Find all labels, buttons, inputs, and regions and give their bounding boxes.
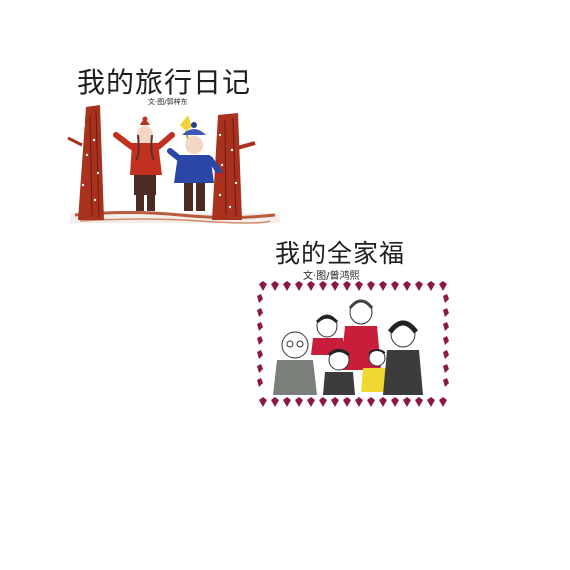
family-portrait-byline: 文·图/曾鸿熙 bbox=[303, 271, 360, 282]
travel-diary-title: 我的旅行日记 bbox=[77, 66, 252, 99]
travel-diary-byline: 文·图/郭梓东 bbox=[148, 98, 188, 106]
family-portrait-title: 我的全家福 bbox=[275, 239, 406, 268]
family-portrait-illustration-icon bbox=[257, 281, 449, 407]
travel-illustration-icon bbox=[67, 105, 280, 224]
travel-diary-card[interactable]: 我的旅行日记 文·图/郭梓东 bbox=[67, 55, 280, 230]
family-portrait-card[interactable]: 我的全家福 文·图/曾鸿熙 bbox=[253, 230, 453, 415]
